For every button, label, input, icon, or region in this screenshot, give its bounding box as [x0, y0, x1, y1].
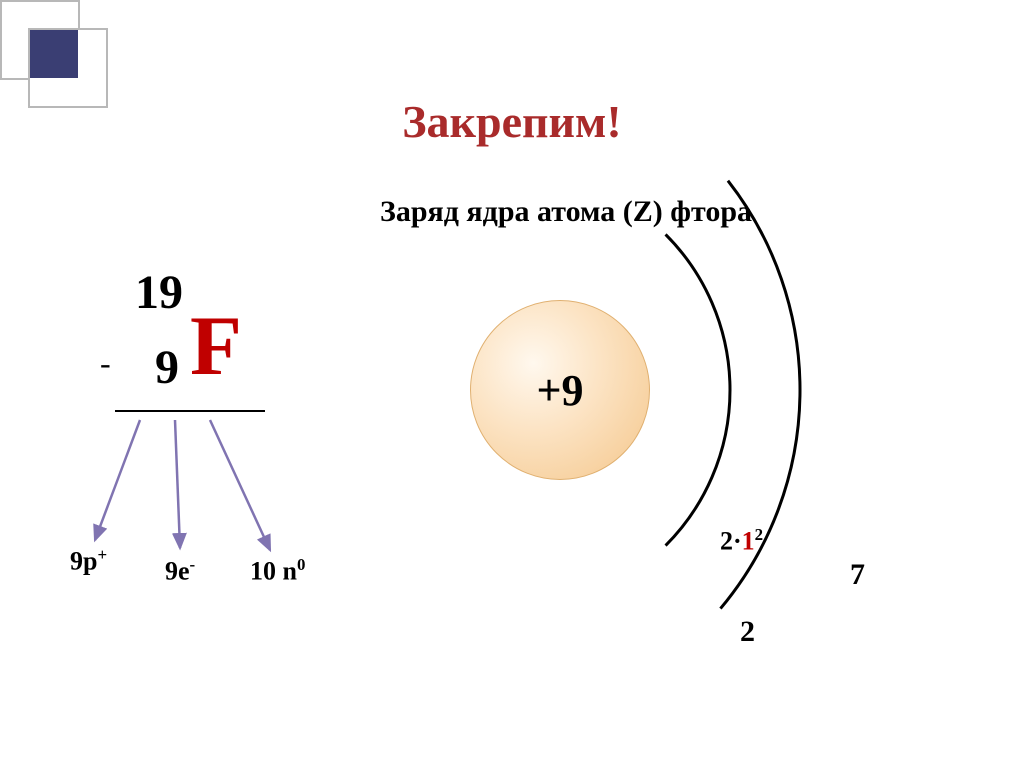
nucleus: +9	[470, 300, 650, 480]
inner-fill	[30, 30, 78, 78]
shell2-label: 7	[850, 558, 865, 592]
title-text: Закрепим!	[402, 96, 621, 147]
proton-charge: +	[97, 545, 107, 564]
neutron-count: 10	[250, 557, 276, 586]
electron-symbol: e	[178, 557, 190, 586]
shell1-red: 1	[742, 527, 755, 556]
mass-number: 19	[135, 265, 183, 320]
element-underline	[115, 410, 265, 412]
electron-charge: -	[190, 555, 196, 574]
shell1-label: 2·12	[720, 525, 763, 557]
electron-label: 9e-	[165, 555, 195, 587]
proton-symbol: p	[83, 547, 97, 576]
element-symbol: F	[190, 297, 242, 395]
slide-title: Закрепим!	[0, 95, 1024, 148]
neutron-label: 10 n0	[250, 555, 305, 587]
nucleus-charge: +9	[536, 365, 583, 416]
proton-count: 9	[70, 547, 83, 576]
subtitle: Заряд ядра атома (Z) фтора	[380, 195, 752, 229]
electron-count: 9	[165, 557, 178, 586]
neutron-charge: 0	[297, 555, 305, 574]
minus-sign: -	[100, 345, 111, 382]
neutron-symbol: n	[283, 557, 297, 586]
shell1-sup: 2	[755, 525, 763, 544]
shell1-prefix: 2·	[720, 527, 742, 556]
shell-arc-1	[666, 234, 730, 545]
proton-label: 9p+	[70, 545, 107, 577]
arrow-lines	[95, 420, 270, 550]
atomic-number: 9	[155, 340, 179, 395]
shell-count: 2	[740, 615, 755, 649]
